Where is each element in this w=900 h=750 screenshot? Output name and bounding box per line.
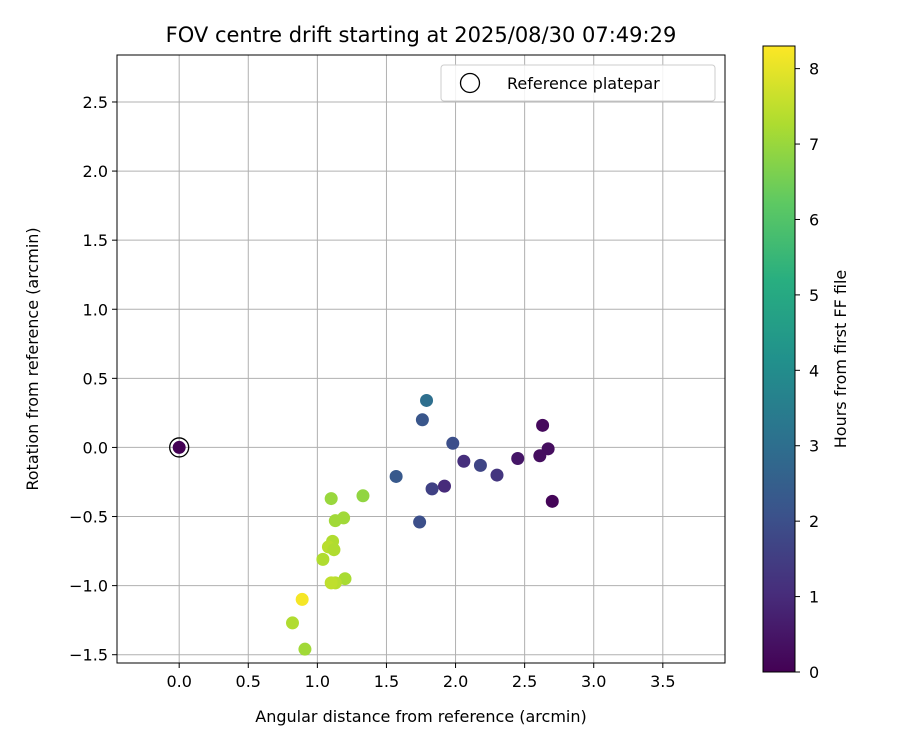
data-point [324,576,338,590]
data-point [295,592,309,606]
legend-reference-marker [459,72,481,94]
y-tick-label: 1.5 [83,231,108,250]
chart-title: FOV centre drift starting at 2025/08/30 … [166,23,677,47]
data-point [473,458,487,472]
reference-platepar-marker [169,437,190,458]
y-tick-label: 2.5 [83,93,108,112]
y-tick-label: 0.0 [83,438,108,457]
data-point [415,413,429,427]
data-point [356,489,370,503]
data-point [545,494,559,508]
data-point [420,393,434,407]
x-tick-label: 0.0 [166,672,191,691]
colorbar-tick-label: 4 [809,361,819,380]
legend: Reference platepar [440,64,716,102]
plot-frame [116,54,726,664]
data-point [328,514,342,528]
colorbar-tick-label: 6 [809,210,819,229]
data-point [172,440,186,454]
reference-marker-group [169,437,190,458]
x-axis-label: Angular distance from reference (arcmin) [255,707,586,726]
y-tick-label: 2.0 [83,162,108,181]
colorbar-label: Hours from first FF file [831,270,850,449]
data-point [536,418,550,432]
colorbar-tick-label: 1 [809,588,819,607]
data-point [490,468,504,482]
data-point [327,543,341,557]
colorbar-ticks: 0 1 2 3 4 5 6 7 8 [795,60,819,682]
x-tick-label: 1.0 [305,672,330,691]
y-tick-label: 1.0 [83,300,108,319]
colorbar-tick-label: 3 [809,437,819,456]
y-axis-ticks: −1.5 −1.0 −0.5 0.0 0.5 1.0 1.5 2.0 2.5 [69,93,117,665]
legend-box [440,64,716,102]
data-point [285,616,299,630]
x-tick-label: 2.5 [512,672,537,691]
x-tick-label: 3.0 [581,672,606,691]
x-tick-label: 3.5 [650,672,675,691]
y-tick-label: 0.5 [83,369,108,388]
data-point [437,479,451,493]
data-point [457,454,471,468]
legend-entry-reference: Reference platepar [507,74,660,93]
data-point [316,552,330,566]
y-tick-label: −1.0 [69,577,108,596]
x-tick-label: 1.5 [374,672,399,691]
x-tick-label: 0.5 [236,672,261,691]
x-tick-label: 2.0 [443,672,468,691]
data-point [446,436,460,450]
data-point [298,642,312,656]
data-point [324,492,338,506]
colorbar-tick-label: 2 [809,512,819,531]
data-point [533,449,547,463]
y-tick-label: −0.5 [69,508,108,527]
data-point [511,451,525,465]
colorbar-tick-label: 8 [809,60,819,79]
grid-lines [117,55,725,663]
data-point [425,482,439,496]
colorbar-gradient [762,45,796,673]
colorbar-tick-label: 5 [809,286,819,305]
colorbar-tick-label: 7 [809,135,819,154]
y-tick-label: −1.5 [69,646,108,665]
x-axis-ticks: 0.0 0.5 1.0 1.5 2.0 2.5 3.0 3.5 [166,663,676,691]
colorbar-tick-label: 0 [809,663,819,682]
y-axis-label: Rotation from reference (arcmin) [23,227,42,490]
colorbar: 0 1 2 3 4 5 6 7 8 Hours from first FF file [762,45,850,682]
data-point [413,515,427,529]
data-points [172,393,559,656]
data-point [389,469,403,483]
